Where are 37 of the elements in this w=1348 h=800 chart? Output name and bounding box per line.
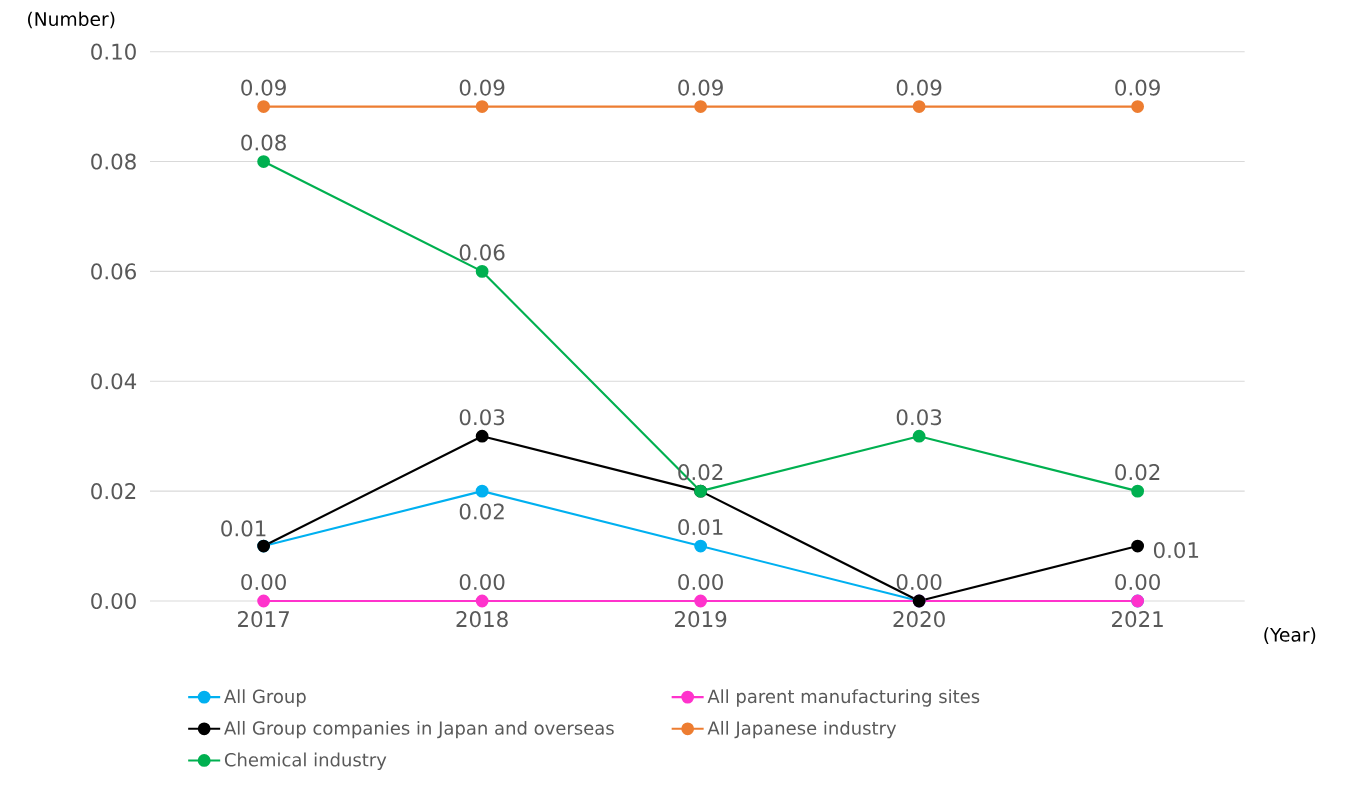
x-tick-label: 2021 xyxy=(1112,611,1163,628)
data-label: 0.08 xyxy=(241,134,286,151)
x-tick-label: 2018 xyxy=(456,611,508,628)
data-label: 0.00 xyxy=(1115,573,1160,591)
y-axis-title: (Number) xyxy=(28,11,115,29)
data-label: 0.03 xyxy=(459,409,505,426)
legend-label: All parent manufacturing sites xyxy=(707,689,980,707)
data-label: 0.09 xyxy=(896,79,942,96)
x-tick-label: 2017 xyxy=(238,611,289,628)
data-label: 0.00 xyxy=(678,573,723,591)
y-tick-label: 0.04 xyxy=(91,373,137,390)
data-label: 0.01 xyxy=(678,519,723,536)
data-label: 0.01 xyxy=(1153,542,1199,559)
legend-label: All Group xyxy=(224,689,306,707)
data-label: 0.02 xyxy=(459,503,504,520)
data-label: 0.00 xyxy=(459,573,505,591)
data-label: 0.03 xyxy=(896,409,942,426)
data-label: 0.01 xyxy=(221,520,266,537)
data-label: 0.09 xyxy=(241,79,286,96)
data-label: 0.09 xyxy=(459,79,505,96)
y-tick-label: 0.10 xyxy=(91,43,136,60)
y-tick-label: 0.00 xyxy=(91,592,136,610)
legend-label: All Japanese industry xyxy=(707,720,897,739)
y-tick-label: 0.02 xyxy=(91,483,136,500)
data-label: 0.02 xyxy=(1115,464,1160,481)
legend-label: All Group companies in Japan and overseas xyxy=(224,720,614,739)
data-label: 0.00 xyxy=(241,573,286,591)
data-label: 0.00 xyxy=(896,573,942,591)
x-tick-label: 2020 xyxy=(893,611,945,628)
y-tick-label: 0.08 xyxy=(91,153,136,170)
y-tick-label: 0.06 xyxy=(91,263,136,280)
x-axis-title: (Year) xyxy=(1264,627,1316,644)
data-label: 0.09 xyxy=(1115,79,1160,96)
data-label: 0.06 xyxy=(459,244,505,261)
data-label: 0.09 xyxy=(678,79,723,96)
x-tick-label: 2019 xyxy=(675,611,727,628)
legend-label: Chemical industry xyxy=(224,752,387,771)
